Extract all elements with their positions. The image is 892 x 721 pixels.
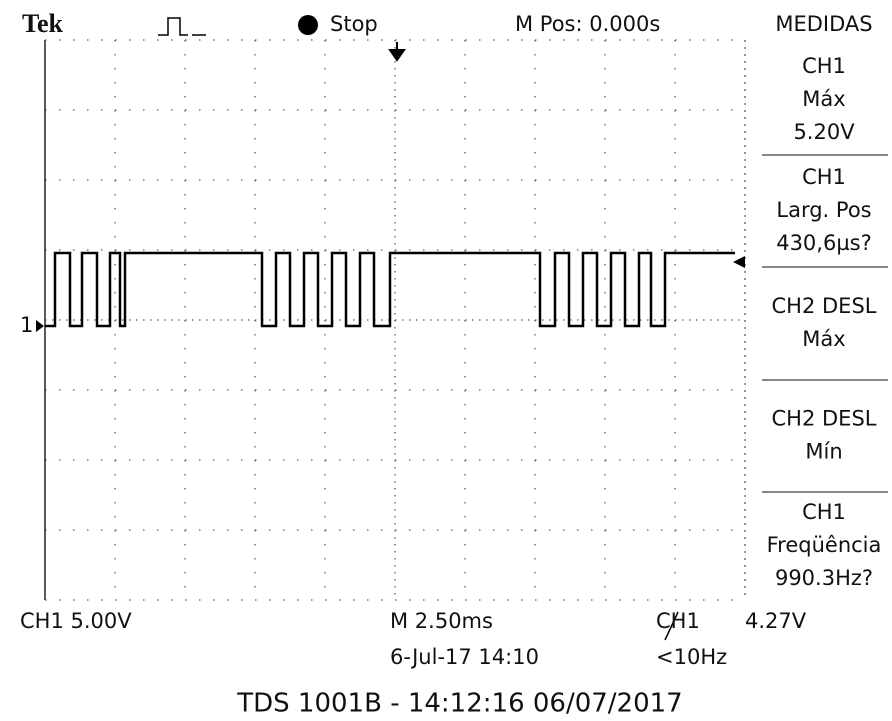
measurement-line: CH1	[802, 500, 846, 524]
scope-screen: Tek Stop M Pos: 0.000s MEDIDAS 1 CH1 5.0…	[0, 0, 892, 721]
waveform	[45, 253, 735, 326]
brand: Tek	[22, 9, 63, 38]
measurement-line: Mín	[805, 440, 842, 464]
trigger-level: 4.27V	[745, 609, 807, 633]
trigger-source: CH1	[656, 609, 700, 633]
trigger-position-marker	[390, 42, 404, 60]
measurement-line: Freqüência	[767, 533, 882, 557]
trigger-frequency: <10Hz	[656, 645, 727, 669]
trigger-level-marker	[733, 256, 745, 268]
measurement-panel: CH1 Máx 5.20V CH1 Larg. Pos 430,6µs? CH2 DESL M…	[762, 54, 888, 590]
measurement-line: Máx	[802, 327, 845, 351]
run-state: Stop	[330, 12, 378, 36]
timebase: M 2.50ms	[390, 609, 493, 633]
measurement-line: Larg. Pos	[776, 198, 871, 222]
ch1-scale: CH1 5.00V	[20, 609, 132, 633]
channel-ground-marker	[36, 320, 44, 332]
measurement-line: 5.20V	[793, 120, 855, 144]
run-state-icon	[298, 15, 318, 35]
channel-marker: 1	[20, 313, 33, 337]
measurement-line: 430,6µs?	[776, 231, 872, 255]
measurement-line: 990.3Hz?	[775, 566, 873, 590]
date: 6-Jul-17 14:10	[390, 645, 539, 669]
measurement-line: CH2 DESL	[772, 407, 877, 431]
horizontal-position: M Pos: 0.000s	[515, 12, 660, 36]
measurement-line: CH1	[802, 165, 846, 189]
trigger-icon	[158, 18, 206, 35]
measurement-line: Máx	[802, 87, 845, 111]
panel-title: MEDIDAS	[775, 12, 872, 36]
measurement-line: CH2 DESL	[772, 294, 877, 318]
measurement-line: CH1	[802, 54, 846, 78]
caption: TDS 1001B - 14:12:16 06/07/2017	[236, 689, 682, 719]
